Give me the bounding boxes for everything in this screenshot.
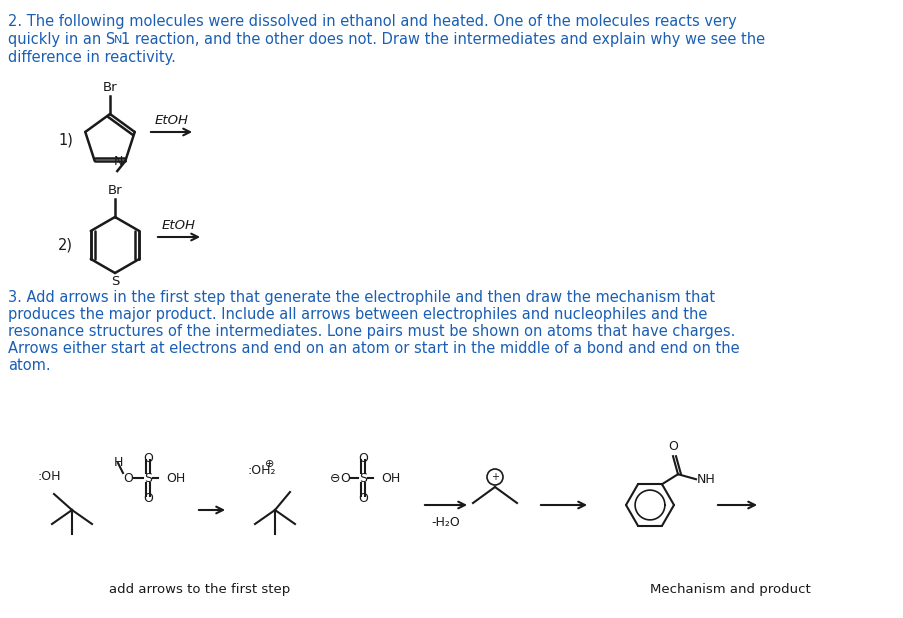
Text: O: O bbox=[358, 452, 368, 465]
Text: EtOH: EtOH bbox=[154, 114, 189, 127]
Text: O: O bbox=[143, 491, 153, 504]
Text: atom.: atom. bbox=[8, 358, 51, 373]
Text: +: + bbox=[490, 472, 498, 482]
Text: O: O bbox=[667, 440, 677, 453]
Text: N: N bbox=[114, 154, 123, 167]
Text: produces the major product. Include all arrows between electrophiles and nucleop: produces the major product. Include all … bbox=[8, 307, 706, 322]
Text: O: O bbox=[123, 472, 133, 485]
Text: 3. Add arrows in the first step that generate the electrophile and then draw the: 3. Add arrows in the first step that gen… bbox=[8, 290, 714, 305]
Text: 2): 2) bbox=[58, 237, 73, 253]
Text: Br: Br bbox=[103, 81, 117, 94]
Text: quickly in an S: quickly in an S bbox=[8, 32, 115, 47]
Text: EtOH: EtOH bbox=[162, 219, 196, 232]
Text: NH: NH bbox=[696, 473, 715, 486]
Text: H: H bbox=[113, 457, 123, 470]
Text: :OH₂: :OH₂ bbox=[247, 464, 276, 476]
Text: difference in reactivity.: difference in reactivity. bbox=[8, 50, 176, 65]
Text: Arrows either start at electrons and end on an atom or start in the middle of a : Arrows either start at electrons and end… bbox=[8, 341, 739, 356]
Text: S: S bbox=[144, 472, 152, 485]
Text: S: S bbox=[111, 275, 119, 288]
Text: Br: Br bbox=[107, 184, 122, 197]
Text: 1): 1) bbox=[58, 132, 73, 148]
Text: N: N bbox=[114, 35, 122, 45]
Text: OH: OH bbox=[166, 472, 185, 485]
Text: :OH: :OH bbox=[38, 470, 61, 483]
Text: 2. The following molecules were dissolved in ethanol and heated. One of the mole: 2. The following molecules were dissolve… bbox=[8, 14, 736, 29]
Text: OH: OH bbox=[380, 472, 400, 485]
Text: O: O bbox=[358, 491, 368, 504]
Text: add arrows to the first step: add arrows to the first step bbox=[109, 583, 290, 596]
Text: O: O bbox=[340, 472, 349, 485]
Text: ⊖: ⊖ bbox=[330, 472, 340, 485]
Text: Mechanism and product: Mechanism and product bbox=[649, 583, 809, 596]
Text: ⊕: ⊕ bbox=[265, 459, 275, 469]
Text: -H₂O: -H₂O bbox=[431, 516, 460, 529]
Text: 1 reaction, and the other does not. Draw the intermediates and explain why we se: 1 reaction, and the other does not. Draw… bbox=[121, 32, 764, 47]
Text: O: O bbox=[143, 452, 153, 465]
Text: S: S bbox=[358, 472, 367, 485]
Text: resonance structures of the intermediates. Lone pairs must be shown on atoms tha: resonance structures of the intermediate… bbox=[8, 324, 734, 339]
